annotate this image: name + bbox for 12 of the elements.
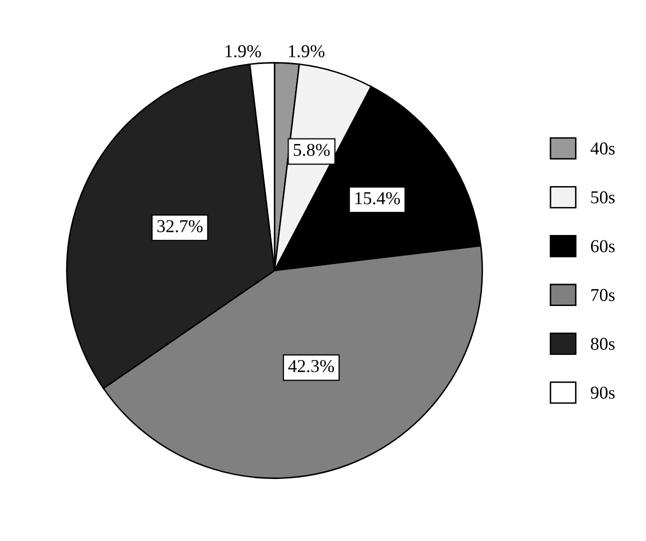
data-label: 15.4%: [355, 192, 400, 204]
legend-label: 40s: [590, 142, 615, 155]
data-label: 42.3%: [288, 360, 334, 372]
legend-label: 70s: [591, 288, 615, 302]
data-label: 1.9%: [226, 45, 262, 58]
data-label: 1.9%: [289, 45, 324, 58]
legend-label: 80s: [590, 338, 615, 350]
legend-label: 50s: [591, 191, 615, 204]
legend-label: 90s: [590, 386, 615, 399]
data-label: 5.8%: [294, 144, 330, 156]
data-label: 32.7%: [157, 220, 203, 232]
legend-label: 60s: [590, 240, 615, 252]
